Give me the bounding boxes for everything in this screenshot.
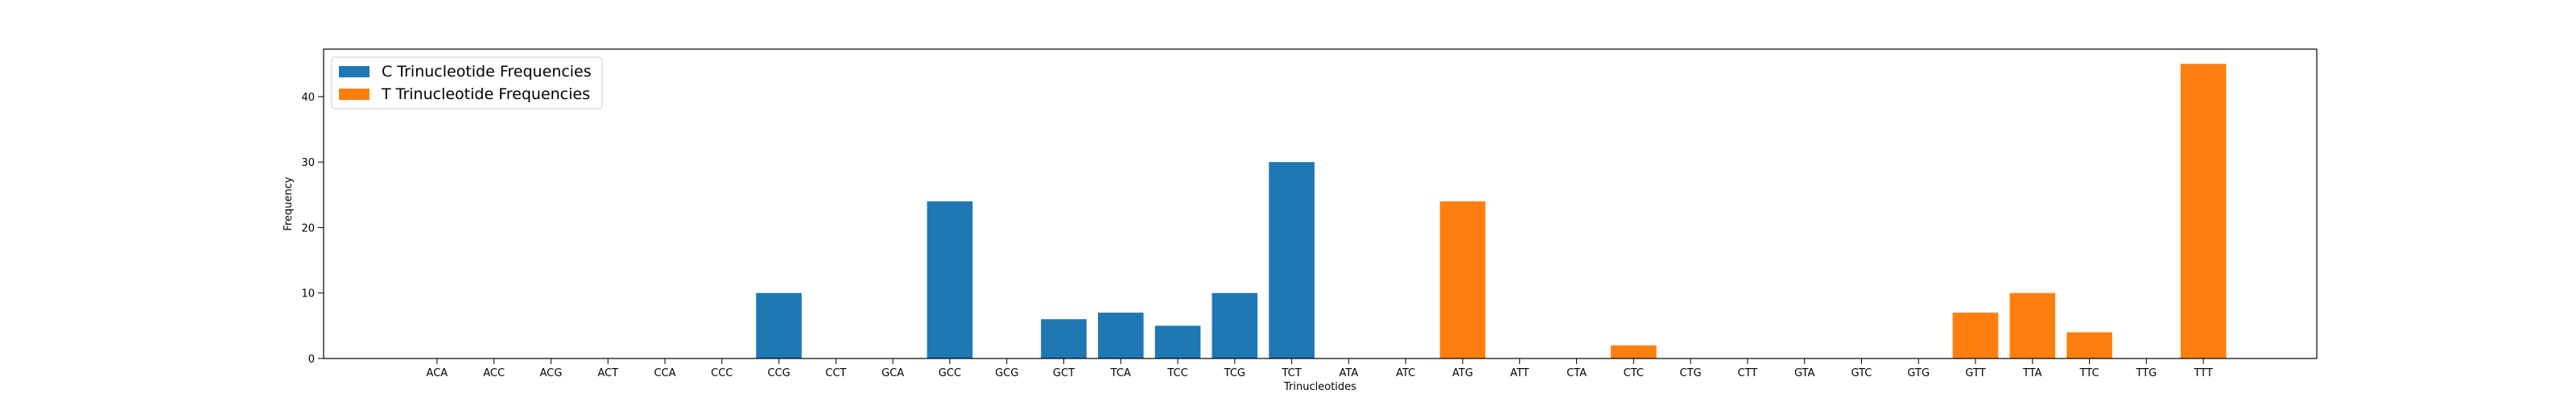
legend-swatch [339,89,369,100]
x-tick-label: TCC [1166,367,1187,379]
x-tick-label: GCT [1053,367,1075,379]
bar [1212,292,1258,358]
y-tick-label: 20 [301,222,315,234]
x-tick-label: CCT [825,367,846,379]
x-tick-label: TCG [1224,367,1245,379]
bar [1269,162,1315,358]
legend-label: T Trinucleotide Frequencies [381,85,590,103]
bar [927,201,973,358]
y-tick-label: 30 [301,157,315,169]
x-tick-label: TTT [2193,367,2212,379]
x-tick-label: ACC [483,367,505,379]
x-tick-label: TTA [2022,367,2042,379]
x-tick-label: CTA [1567,367,1587,379]
plot-frame [323,48,2318,359]
x-tick-label: TTG [2135,367,2157,379]
bar [1610,345,1657,358]
x-tick-label: TCT [1282,367,1302,379]
x-tick-label: GTT [1965,367,1985,379]
x-tick-label: ACA [427,367,448,379]
y-tick-label: 40 [301,92,315,104]
bar [1439,201,1486,358]
x-tick-label: ATA [1340,367,1359,379]
legend-box [331,56,603,110]
legend-label: C Trinucleotide Frequencies [382,63,592,81]
x-tick-label: CCA [654,367,675,379]
bar [756,292,802,358]
x-tick-label: GTA [1794,367,1815,379]
x-tick-label: GTC [1852,367,1872,379]
x-tick-label: CTG [1680,367,1702,379]
bar [1952,313,1999,358]
x-tick-label: ATG [1452,367,1473,379]
x-tick-label: GCA [881,367,904,379]
x-tick-label: GCC [939,367,961,379]
bar [1041,319,1087,358]
x-axis-label: Trinucleotides [1283,381,1356,393]
legend-swatch [339,66,369,77]
x-tick-label: TTC [2079,367,2099,379]
y-tick-label: 0 [308,354,315,366]
x-tick-label: CCC [711,367,733,379]
bar [2009,292,2056,358]
x-tick-label: CTC [1624,367,1644,379]
bar [2180,64,2227,359]
x-tick-label: ACT [597,367,618,379]
y-axis-label: Frequency [283,176,295,230]
x-tick-label: CCG [767,367,790,379]
bar [1154,325,1201,358]
x-tick-label: TCA [1110,367,1131,379]
x-tick-label: CTT [1738,367,1758,379]
x-tick-label: ATT [1510,367,1530,379]
bar [1097,313,1144,358]
x-tick-label: ATC [1396,367,1415,379]
x-tick-label: ACG [540,367,563,379]
y-tick-label: 10 [301,288,315,300]
x-tick-label: GTG [1907,367,1930,379]
x-tick-label: GCG [995,367,1018,379]
bar [2066,332,2112,358]
